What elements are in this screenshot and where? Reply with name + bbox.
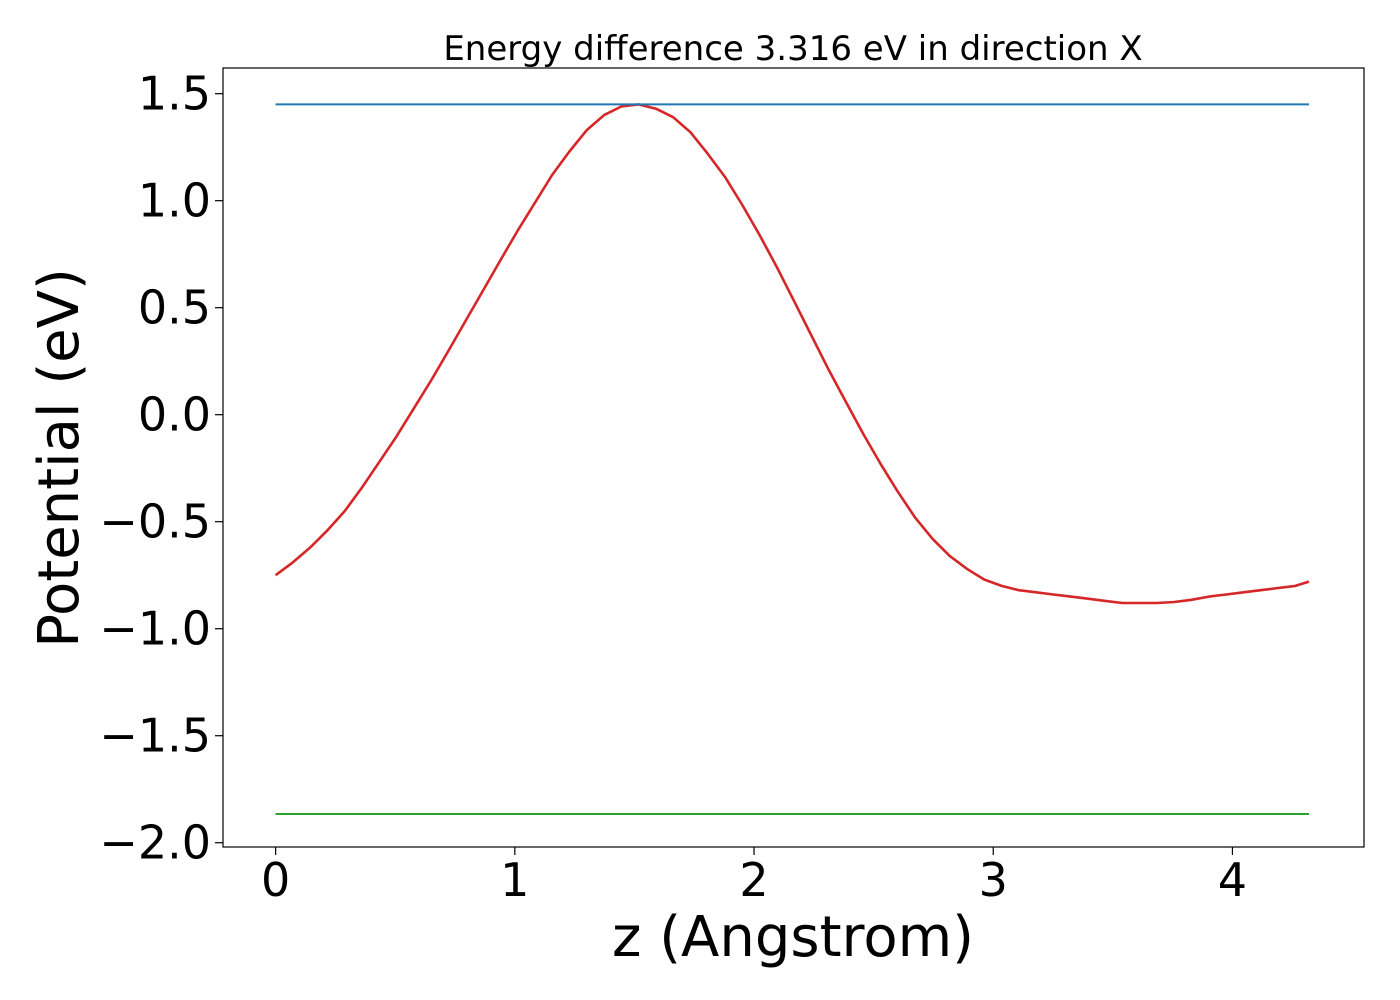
x-tick-label: 2 — [739, 853, 768, 907]
x-tick-label: 4 — [1218, 853, 1247, 907]
x-tick-label: 0 — [261, 853, 290, 907]
series-layer — [274, 103, 1310, 815]
y-tick-label: −2.0 — [99, 816, 211, 870]
plot-frame — [222, 67, 1365, 848]
y-tick-label: −1.5 — [99, 709, 211, 763]
series-line-0 — [274, 103, 1310, 605]
x-tick-label: 1 — [500, 853, 529, 907]
x-tick-label: 3 — [979, 853, 1008, 907]
y-axis-ticks: 1.5 1.0 0.5 0.0 −0.5 −1.0 −1.5 −2.0 — [99, 67, 223, 870]
x-axis-label: z (Angstrom) — [612, 905, 974, 970]
y-tick-label: 1.5 — [138, 67, 211, 121]
y-axis-label: Potential (eV) — [27, 268, 92, 648]
chart-title: Energy difference 3.316 eV in direction … — [443, 29, 1142, 69]
y-tick-label: −0.5 — [99, 495, 211, 549]
y-tick-label: −1.0 — [99, 602, 211, 656]
y-tick-label: 0.0 — [138, 388, 211, 442]
x-axis-ticks: 0 1 2 3 4 — [261, 847, 1247, 907]
y-tick-label: 1.0 — [138, 174, 211, 228]
y-tick-label: 0.5 — [138, 281, 211, 335]
